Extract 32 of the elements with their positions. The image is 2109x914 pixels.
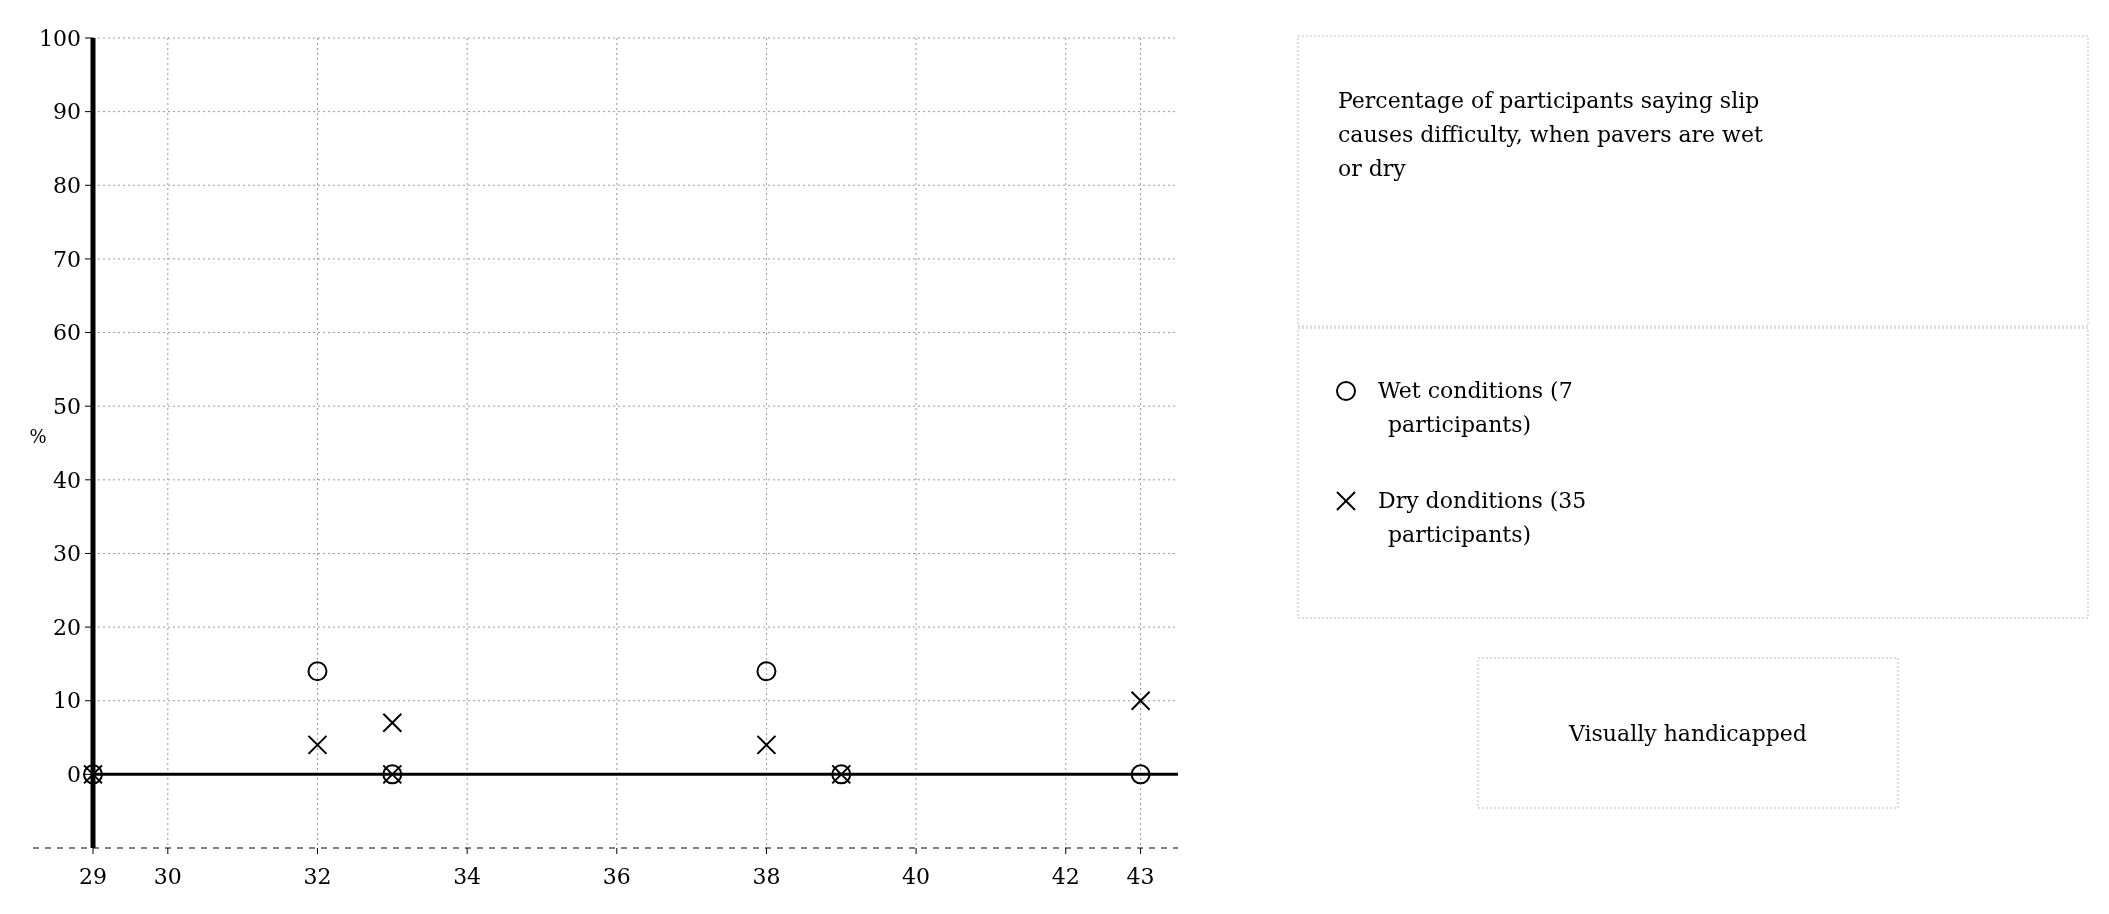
point	[382, 712, 403, 733]
x-tick-label: 38	[752, 864, 781, 889]
y-tick-label: 40	[53, 467, 81, 493]
text: Visually handicapped	[1568, 720, 1807, 746]
y-axis-title: %	[29, 426, 47, 447]
legend-label: Dry donditions (35 participants)	[1378, 488, 1587, 547]
x-tick-label: 42	[1051, 864, 1080, 889]
y-tick-label: 70	[53, 246, 81, 272]
x-tick-label: 32	[303, 864, 332, 889]
y-tick-label: 60	[53, 320, 81, 346]
x-tick-label: 34	[453, 864, 482, 889]
y-tick-label: 0	[67, 762, 81, 788]
x-tick-label: 29	[79, 864, 107, 889]
text: Percentage of participants saying slip causes difficulty, when pavers are wet or dry	[1338, 88, 1763, 181]
point	[307, 661, 328, 682]
y-tick-label: 90	[53, 99, 81, 125]
x-tick-label: 43	[1126, 864, 1155, 889]
point	[756, 661, 777, 682]
x-tick-label: 36	[602, 864, 631, 889]
x-tick-label: 30	[153, 864, 182, 889]
y-tick-label: 30	[53, 541, 81, 567]
y-tick-label: 10	[53, 688, 81, 714]
point	[1130, 690, 1151, 711]
point	[1130, 764, 1151, 785]
point	[756, 734, 777, 755]
legend-label: Wet conditions (7 participants)	[1378, 378, 1573, 437]
y-tick-label: 20	[53, 614, 81, 640]
x-tick-label: 40	[902, 864, 931, 889]
y-tick-label: 50	[53, 393, 81, 419]
y-tick-label: 80	[53, 172, 81, 198]
point	[307, 734, 328, 755]
y-tick-label: 100	[39, 25, 81, 51]
